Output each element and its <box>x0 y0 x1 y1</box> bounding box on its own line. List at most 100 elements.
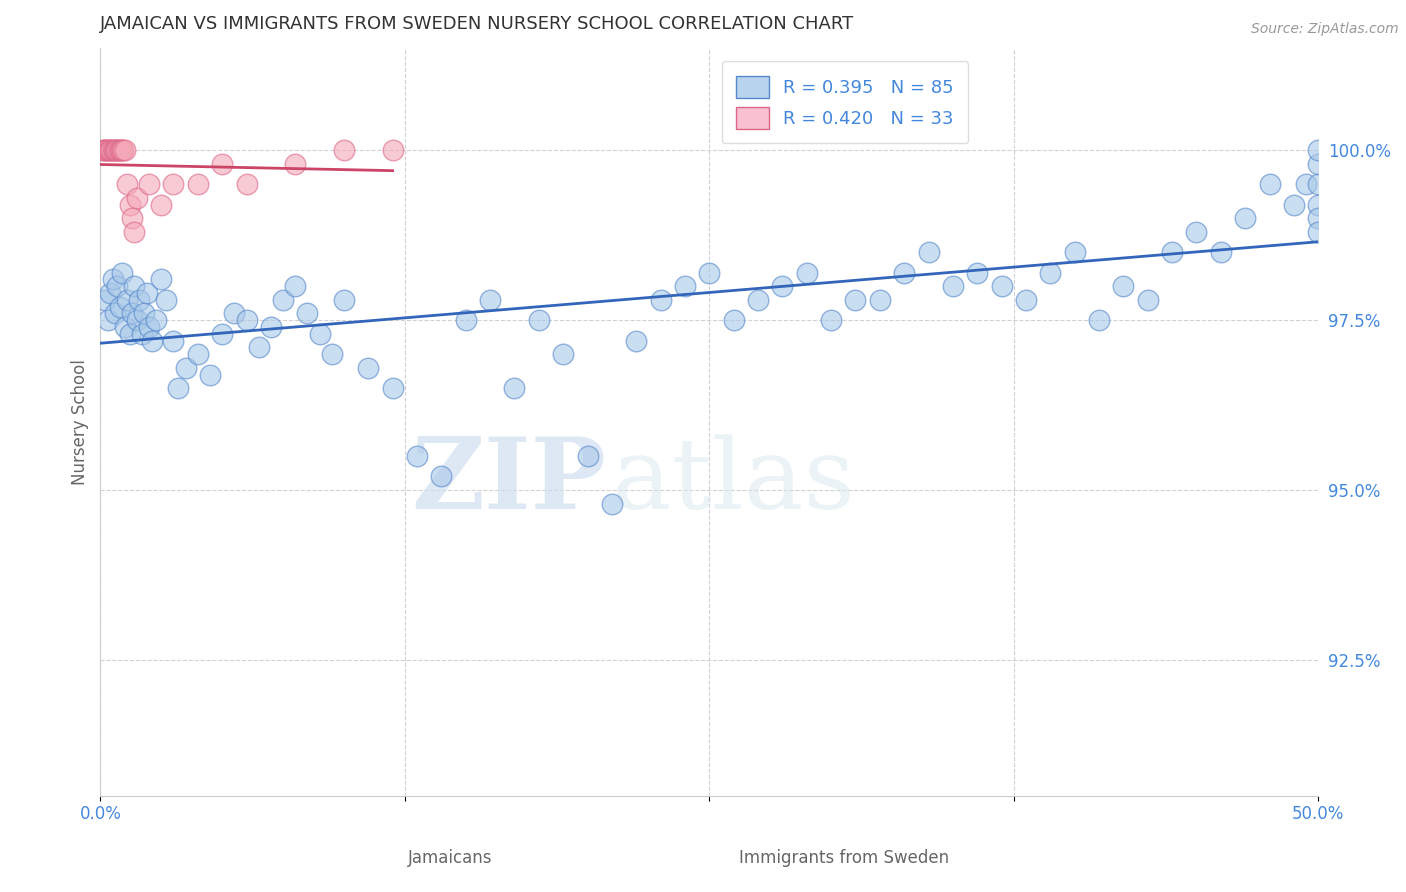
Point <box>723 313 745 327</box>
Point <box>820 313 842 327</box>
Point <box>94 293 117 307</box>
Point <box>260 320 283 334</box>
Point <box>381 381 404 395</box>
Point <box>134 306 156 320</box>
Point <box>105 144 128 158</box>
Point <box>107 279 129 293</box>
Point <box>150 272 173 286</box>
Point <box>112 144 135 158</box>
Point <box>108 144 131 158</box>
Point <box>247 340 270 354</box>
Point <box>527 313 550 327</box>
Point <box>211 326 233 341</box>
Point <box>297 306 319 320</box>
Point <box>138 320 160 334</box>
Point <box>135 285 157 300</box>
Point <box>1234 211 1257 226</box>
Point <box>1063 245 1085 260</box>
Point <box>118 197 141 211</box>
Point <box>1282 197 1305 211</box>
Point <box>770 279 793 293</box>
Point <box>187 347 209 361</box>
Point <box>1308 197 1330 211</box>
Text: atlas: atlas <box>612 434 855 530</box>
Point <box>150 197 173 211</box>
Point <box>381 144 404 158</box>
Point <box>162 334 184 348</box>
Point <box>111 144 134 158</box>
Text: ZIP: ZIP <box>411 434 606 531</box>
Point <box>869 293 891 307</box>
Point <box>844 293 866 307</box>
Text: Immigrants from Sweden: Immigrants from Sweden <box>738 849 949 867</box>
Point <box>108 300 131 314</box>
Point <box>115 178 138 192</box>
Point <box>104 306 127 320</box>
Point <box>121 306 143 320</box>
Point <box>235 178 257 192</box>
Point <box>145 313 167 327</box>
Point <box>917 245 939 260</box>
Point <box>100 144 122 158</box>
Point <box>284 279 307 293</box>
Point <box>600 497 623 511</box>
Point <box>796 266 818 280</box>
Point <box>479 293 502 307</box>
Point <box>155 293 177 307</box>
Point <box>141 334 163 348</box>
Point <box>333 144 356 158</box>
Point <box>747 293 769 307</box>
Point <box>94 144 117 158</box>
Point <box>93 144 115 158</box>
Legend: R = 0.395   N = 85, R = 0.420   N = 33: R = 0.395 N = 85, R = 0.420 N = 33 <box>721 62 969 144</box>
Point <box>124 225 146 239</box>
Point <box>198 368 221 382</box>
Point <box>1161 245 1184 260</box>
Point <box>97 144 120 158</box>
Point <box>697 266 720 280</box>
Point <box>1308 178 1330 192</box>
Point <box>1039 266 1062 280</box>
Point <box>104 144 127 158</box>
Point <box>553 347 575 361</box>
Point <box>576 449 599 463</box>
Point <box>98 285 121 300</box>
Point <box>107 144 129 158</box>
Point <box>115 293 138 307</box>
Point <box>187 178 209 192</box>
Text: JAMAICAN VS IMMIGRANTS FROM SWEDEN NURSERY SCHOOL CORRELATION CHART: JAMAICAN VS IMMIGRANTS FROM SWEDEN NURSE… <box>100 15 855 33</box>
Point <box>224 306 246 320</box>
Point <box>990 279 1012 293</box>
Point <box>1308 157 1330 171</box>
Point <box>893 266 915 280</box>
Point <box>1015 293 1038 307</box>
Point <box>1088 313 1111 327</box>
Point <box>96 144 118 158</box>
Point <box>110 144 132 158</box>
Point <box>430 469 453 483</box>
Point <box>1295 178 1317 192</box>
Text: Source: ZipAtlas.com: Source: ZipAtlas.com <box>1251 22 1399 37</box>
Point <box>1136 293 1159 307</box>
Point <box>673 279 696 293</box>
Point <box>111 266 134 280</box>
Point <box>107 144 129 158</box>
Point <box>97 144 120 158</box>
Point <box>125 191 148 205</box>
Point <box>128 293 150 307</box>
Point <box>114 320 136 334</box>
Point <box>101 144 124 158</box>
Point <box>1308 211 1330 226</box>
Point <box>503 381 526 395</box>
Point <box>174 360 197 375</box>
Point <box>91 144 114 158</box>
Point <box>114 144 136 158</box>
Y-axis label: Nursery School: Nursery School <box>72 359 89 485</box>
Point <box>235 313 257 327</box>
Point <box>98 144 121 158</box>
Point <box>118 326 141 341</box>
Point <box>124 279 146 293</box>
Point <box>333 293 356 307</box>
Point <box>406 449 429 463</box>
Point <box>308 326 330 341</box>
